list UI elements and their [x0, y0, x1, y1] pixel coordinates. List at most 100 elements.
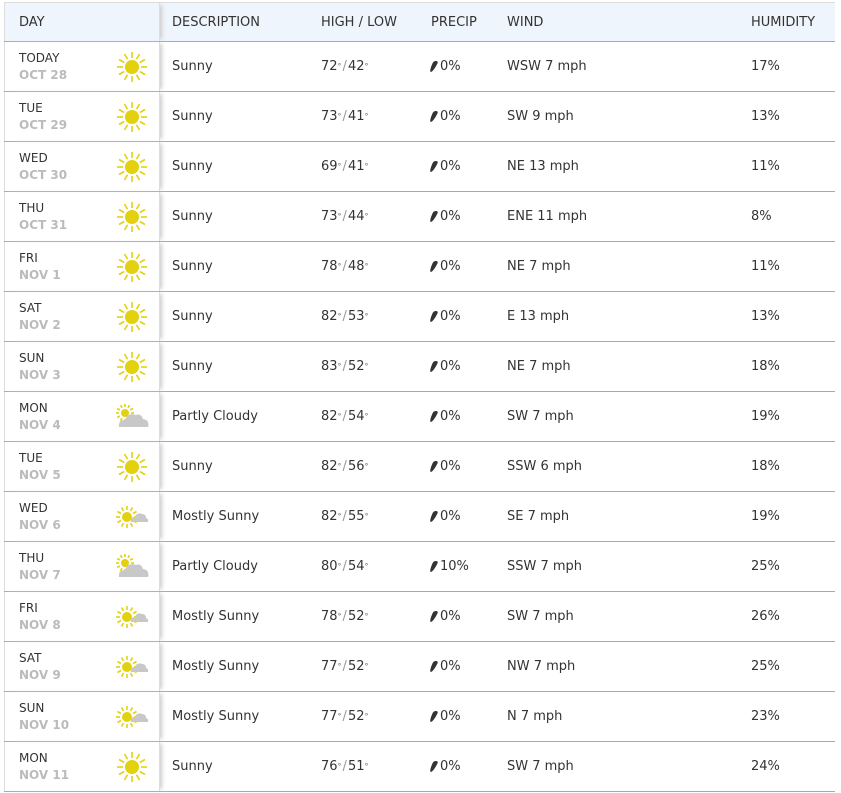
header-day-label: DAY — [19, 14, 45, 30]
day-date: OCT 29 — [19, 118, 68, 132]
day-cell: SAT NOV 2 — [4, 292, 160, 341]
sunny-icon — [115, 200, 149, 234]
precip: 0% — [428, 292, 461, 341]
table-row[interactable]: TUE NOV 5 Sunny 82 °/56 ° 0% SSW 6 mph 18% — [4, 442, 835, 492]
precip: 0% — [428, 342, 461, 391]
description: Mostly Sunny — [172, 509, 260, 524]
day-date: NOV 11 — [19, 768, 70, 782]
day-date: NOV 2 — [19, 318, 61, 332]
high-temp: 83 — [321, 359, 338, 374]
wind: SW 7 mph — [507, 409, 574, 424]
low-temp: 52 — [347, 659, 365, 674]
day-name: THU — [19, 201, 45, 215]
raindrop-icon — [428, 211, 439, 222]
table-row[interactable]: FRI NOV 8 Mostly Sunny 78 °/52 ° 0% SW 7 m… — [4, 592, 835, 642]
raindrop-icon — [428, 411, 439, 422]
day-cell: MON NOV 11 — [4, 742, 160, 791]
humidity: 13% — [751, 309, 780, 324]
day-date: NOV 7 — [19, 568, 61, 582]
precip: 0% — [428, 592, 461, 641]
day-date: NOV 4 — [19, 418, 61, 432]
wind: E 13 mph — [507, 309, 570, 324]
low-temp: 52 — [347, 709, 365, 724]
high-temp: 77 — [321, 659, 338, 674]
precip: 10% — [428, 542, 469, 591]
high-low: 78 °/52 ° — [321, 609, 369, 624]
raindrop-icon — [428, 461, 439, 472]
precip-value: 0% — [440, 59, 461, 74]
description: Partly Cloudy — [172, 559, 258, 574]
wind: SSW 7 mph — [507, 559, 583, 574]
low-temp: 51 — [347, 759, 365, 774]
day-date: OCT 28 — [19, 68, 68, 82]
precip-value: 0% — [440, 759, 461, 774]
humidity: 24% — [751, 759, 780, 774]
high-low: 82 °/55 ° — [321, 509, 369, 524]
table-row[interactable]: THU OCT 31 Sunny 73 °/44 ° 0% ENE 11 mph 8… — [4, 192, 835, 242]
table-row[interactable]: SAT NOV 9 Mostly Sunny 77 °/52 ° 0% NW 7 m… — [4, 642, 835, 692]
low-temp: 54 — [347, 409, 365, 424]
sunny-icon — [115, 150, 149, 184]
description: Sunny — [172, 759, 213, 774]
high-low: 73 °/44 ° — [321, 209, 369, 224]
table-row[interactable]: MON NOV 4 Partly Cloudy 82 °/54 ° 0% SW 7 … — [4, 392, 835, 442]
high-low: 77 °/52 ° — [321, 709, 369, 724]
precip-value: 0% — [440, 709, 461, 724]
header-description: DESCRIPTION — [172, 14, 260, 30]
day-date: NOV 5 — [19, 468, 61, 482]
table-row[interactable]: TODAY OCT 28 Sunny 72 °/42 ° 0% WSW 7 mph … — [4, 42, 835, 92]
high-low: 82 °/56 ° — [321, 459, 369, 474]
day-date: NOV 10 — [19, 718, 70, 732]
table-row[interactable]: TUE OCT 29 Sunny 73 °/41 ° 0% SW 9 mph 13% — [4, 92, 835, 142]
humidity: 18% — [751, 359, 780, 374]
table-row[interactable]: WED OCT 30 Sunny 69 °/41 ° 0% NE 13 mph 11… — [4, 142, 835, 192]
wind: NW 7 mph — [507, 659, 576, 674]
table-row[interactable]: SUN NOV 10 Mostly Sunny 77 °/52 ° 0% N 7 m… — [4, 692, 835, 742]
description: Sunny — [172, 59, 213, 74]
precip-value: 0% — [440, 509, 461, 524]
table-row[interactable]: SAT NOV 2 Sunny 82 °/53 ° 0% E 13 mph 13% — [4, 292, 835, 342]
humidity: 18% — [751, 459, 780, 474]
partly-cloudy-icon — [115, 550, 149, 584]
precip: 0% — [428, 742, 461, 791]
high-low: 83 °/52 ° — [321, 359, 369, 374]
day-name: TUE — [19, 101, 43, 115]
low-temp: 44 — [347, 209, 365, 224]
table-row[interactable]: MON NOV 11 Sunny 76 °/51 ° 0% SW 7 mph 24% — [4, 742, 835, 792]
table-row[interactable]: THU NOV 7 Partly Cloudy 80 °/54 ° 10% SSW … — [4, 542, 835, 592]
humidity: 19% — [751, 409, 780, 424]
sunny-icon — [115, 50, 149, 84]
precip: 0% — [428, 192, 461, 241]
high-low: 78 °/48 ° — [321, 259, 369, 274]
description: Sunny — [172, 259, 213, 274]
wind: SSW 6 mph — [507, 459, 583, 474]
high-low: 73 °/41 ° — [321, 109, 369, 124]
raindrop-icon — [428, 311, 439, 322]
day-name: WED — [19, 501, 48, 515]
raindrop-icon — [428, 111, 439, 122]
low-temp: 55 — [347, 509, 365, 524]
description: Sunny — [172, 209, 213, 224]
table-row[interactable]: WED NOV 6 Mostly Sunny 82 °/55 ° 0% SE 7 m… — [4, 492, 835, 542]
sunny-icon — [115, 450, 149, 484]
humidity: 25% — [751, 559, 780, 574]
table-row[interactable]: FRI NOV 1 Sunny 78 °/48 ° 0% NE 7 mph 11% — [4, 242, 835, 292]
description: Sunny — [172, 359, 213, 374]
high-low: 69 °/41 ° — [321, 159, 369, 174]
description: Sunny — [172, 309, 213, 324]
high-low: 82 °/54 ° — [321, 409, 369, 424]
high-temp: 82 — [321, 509, 338, 524]
high-temp: 82 — [321, 309, 338, 324]
table-row[interactable]: SUN NOV 3 Sunny 83 °/52 ° 0% NE 7 mph 18% — [4, 342, 835, 392]
precip: 0% — [428, 492, 461, 541]
low-temp: 53 — [347, 309, 365, 324]
precip-value: 0% — [440, 409, 461, 424]
precip: 0% — [428, 92, 461, 141]
day-cell: TUE OCT 29 — [4, 92, 160, 141]
day-cell: WED OCT 30 — [4, 142, 160, 191]
precip: 0% — [428, 692, 461, 741]
low-temp: 48 — [347, 259, 365, 274]
raindrop-icon — [428, 761, 439, 772]
high-low: 82 °/53 ° — [321, 309, 369, 324]
wind: SE 7 mph — [507, 509, 570, 524]
